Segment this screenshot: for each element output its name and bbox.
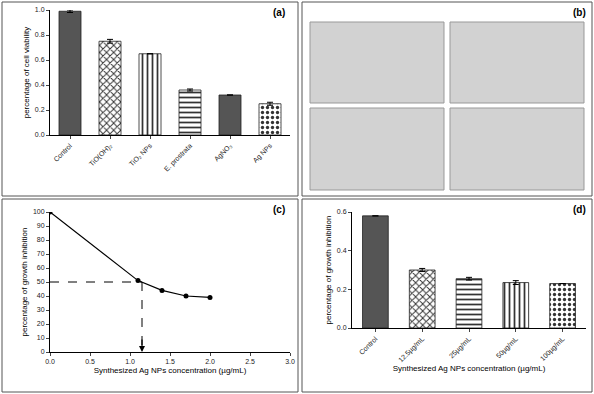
svg-text:40: 40 [37, 292, 45, 299]
svg-text:0.0: 0.0 [45, 358, 55, 365]
svg-text:0.2: 0.2 [35, 106, 45, 113]
svg-text:20: 20 [37, 320, 45, 327]
svg-text:E. prostrata: E. prostrata [163, 142, 194, 173]
svg-text:60: 60 [37, 264, 45, 271]
svg-text:Ag NPs: Ag NPs [251, 142, 274, 165]
svg-text:TiO₂ NPs: TiO₂ NPs [128, 142, 154, 168]
svg-text:Control: Control [52, 142, 73, 163]
svg-text:0.6: 0.6 [337, 208, 347, 215]
svg-text:100µg/mL: 100µg/mL [539, 335, 567, 363]
svg-text:90: 90 [37, 222, 45, 229]
svg-text:0: 0 [41, 348, 45, 355]
svg-text:3.0: 3.0 [285, 358, 295, 365]
svg-text:0.6: 0.6 [35, 56, 45, 63]
svg-text:(a): (a) [273, 7, 285, 18]
svg-text:percentage of growth inhibitio: percentage of growth inhibition [20, 228, 29, 337]
svg-text:percentage of growth inhibitio: percentage of growth inhibition [324, 216, 333, 325]
svg-text:1.5: 1.5 [165, 358, 175, 365]
svg-text:0.2: 0.2 [337, 286, 347, 293]
svg-text:Control: Control [358, 335, 379, 356]
svg-text:50: 50 [37, 278, 45, 285]
svg-text:70: 70 [37, 250, 45, 257]
svg-text:percentage of cell viability: percentage of cell viability [22, 27, 31, 119]
svg-text:30: 30 [37, 306, 45, 313]
svg-text:80: 80 [37, 236, 45, 243]
svg-text:(c): (c) [273, 204, 285, 215]
svg-text:2.5: 2.5 [245, 358, 255, 365]
svg-text:1.0: 1.0 [35, 6, 45, 13]
svg-text:0.0: 0.0 [35, 131, 45, 138]
svg-text:10: 10 [37, 334, 45, 341]
svg-text:(b): (b) [573, 7, 586, 18]
svg-text:2.0: 2.0 [205, 358, 215, 365]
svg-text:0.8: 0.8 [35, 31, 45, 38]
svg-text:Synthesized Ag NPs concentrati: Synthesized Ag NPs concentration (µg/mL) [94, 366, 247, 375]
svg-text:25µg/mL: 25µg/mL [448, 335, 473, 360]
svg-text:AgNO₃: AgNO₃ [213, 142, 234, 163]
svg-text:0.0: 0.0 [337, 324, 347, 331]
svg-text:0.5: 0.5 [85, 358, 95, 365]
svg-text:100: 100 [33, 208, 45, 215]
svg-text:1.0: 1.0 [125, 358, 135, 365]
svg-text:0.4: 0.4 [337, 247, 347, 254]
svg-text:12.5µg/mL: 12.5µg/mL [397, 335, 426, 364]
svg-text:50µg/mL: 50µg/mL [495, 335, 520, 360]
svg-text:Synthesized Ag NPs concentrati: Synthesized Ag NPs concentration (µg/mL) [393, 364, 546, 373]
svg-text:(d): (d) [573, 204, 586, 215]
svg-text:TiO(OH)₂: TiO(OH)₂ [88, 142, 114, 168]
svg-text:0.4: 0.4 [35, 81, 45, 88]
